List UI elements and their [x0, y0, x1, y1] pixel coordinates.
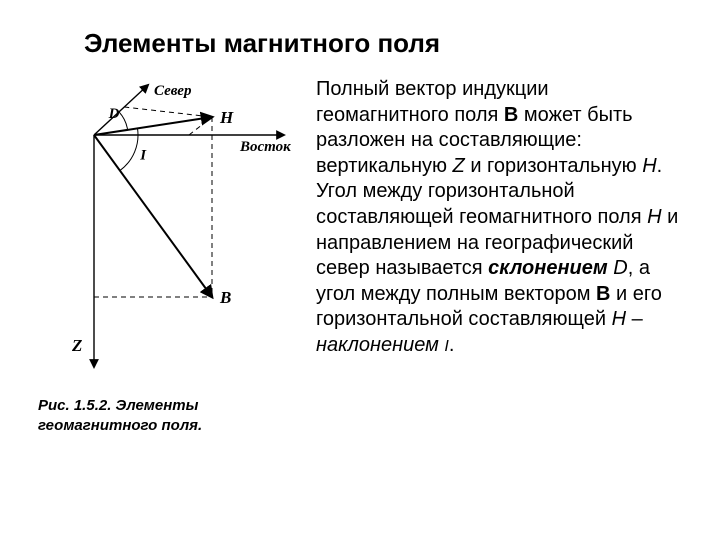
caption-line2: геомагнитного поля. [38, 417, 202, 434]
symbol-h: H [642, 155, 656, 177]
symbol-h: H [647, 206, 661, 228]
north-label: Север [154, 83, 192, 99]
h-label: H [219, 108, 234, 127]
angle-d-arc [119, 112, 128, 130]
vector-b: B [596, 283, 610, 305]
z-label: Z [71, 336, 82, 355]
geomagnetic-diagram: Север Восток Z H B D I [36, 77, 302, 385]
right-column: Полный вектор индукции геомагнитного пол… [316, 77, 684, 435]
i-label: I [139, 147, 147, 163]
left-column: Север Восток Z H B D I Рис. 1.5.2. Элементы ге… [36, 77, 302, 435]
body-paragraph: Полный вектор индукции геомагнитного пол… [316, 77, 684, 359]
figure-caption: Рис. 1.5.2. Элементы геомагнитного поля. [38, 396, 302, 435]
vector-b: B [504, 104, 518, 126]
b-vector [94, 135, 212, 297]
symbol-z: Z [453, 155, 465, 177]
content-row: СеверВостокZHBDI Рис. 1.5.2. Элементы ге… [36, 77, 684, 435]
d-label: D [108, 106, 120, 122]
term-declination: склонением [488, 257, 608, 279]
text-run: . [449, 334, 455, 356]
dash-parallelogram-1 [124, 107, 212, 117]
symbol-d: D [613, 257, 627, 279]
east-label: Восток [239, 139, 291, 155]
caption-line1: Рис. 1.5.2. Элементы [38, 397, 198, 414]
text-run: – [626, 308, 643, 330]
symbol-h: H [612, 308, 626, 330]
page-title: Элементы магнитного поля [84, 28, 684, 59]
b-label: B [219, 288, 231, 307]
term-inclination: наклонением [316, 334, 439, 356]
text-run: и горизонтальную [465, 155, 642, 177]
